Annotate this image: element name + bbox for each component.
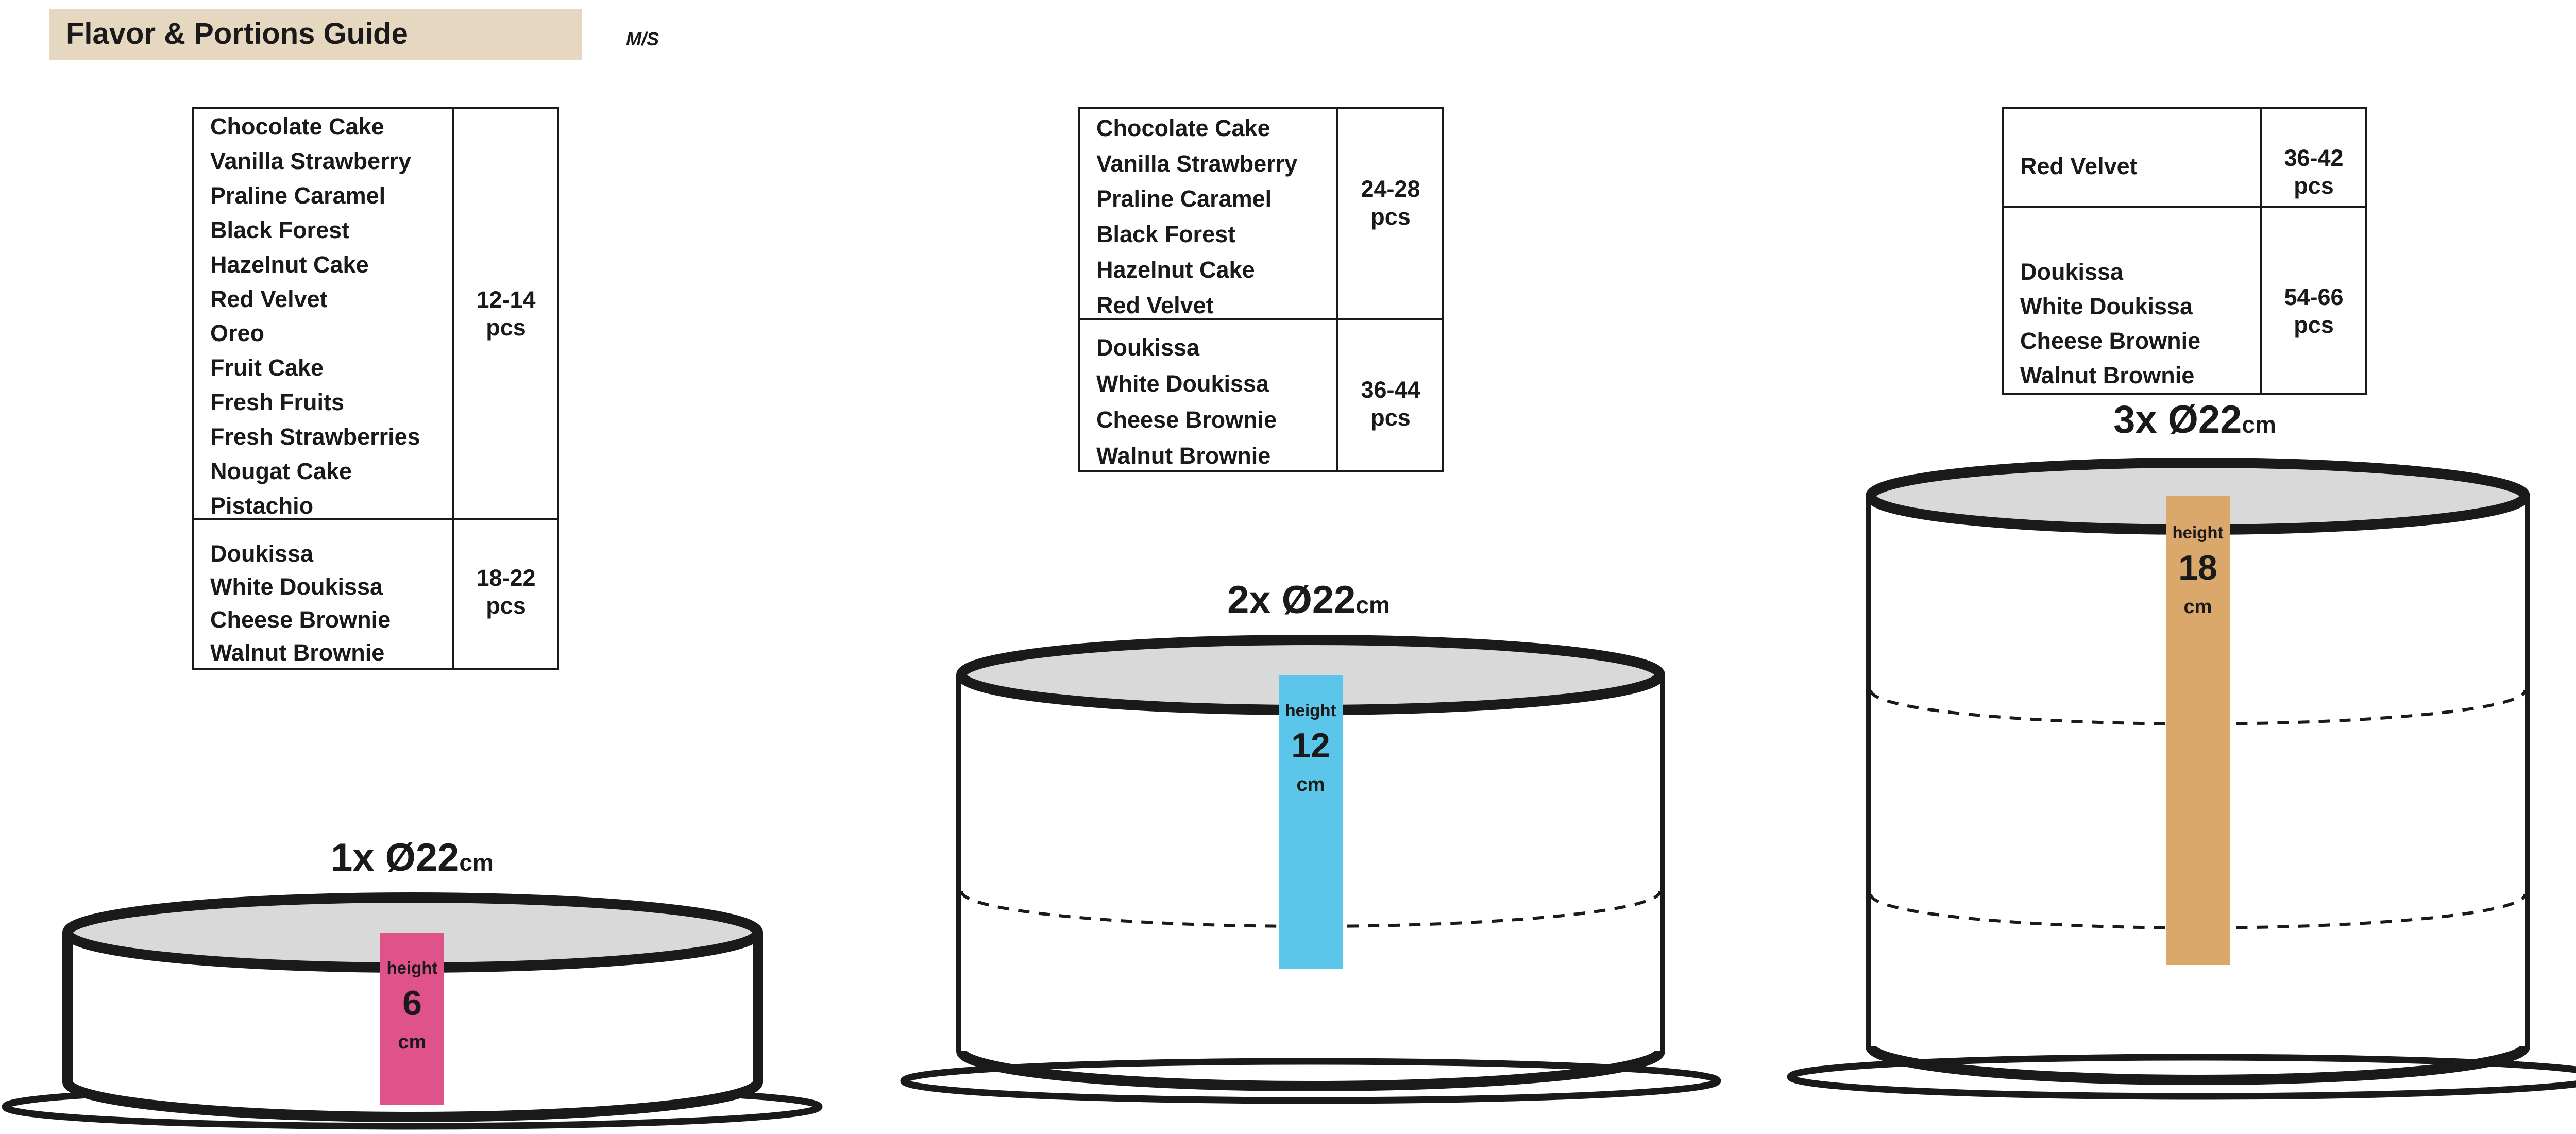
svg-text:2x Ø22cm: 2x Ø22cm [1227, 578, 1390, 622]
svg-text:cm: cm [2184, 596, 2212, 618]
svg-text:3x Ø22cm: 3x Ø22cm [2113, 398, 2276, 442]
svg-text:height: height [2173, 523, 2224, 542]
svg-text:12: 12 [1291, 726, 1330, 765]
svg-text:cm: cm [1297, 774, 1325, 796]
svg-text:1x Ø22cm: 1x Ø22cm [331, 836, 494, 879]
svg-text:cm: cm [398, 1031, 427, 1053]
svg-text:height: height [387, 958, 438, 977]
svg-text:18: 18 [2178, 548, 2217, 587]
svg-text:6: 6 [402, 984, 422, 1023]
svg-text:height: height [1285, 701, 1336, 720]
